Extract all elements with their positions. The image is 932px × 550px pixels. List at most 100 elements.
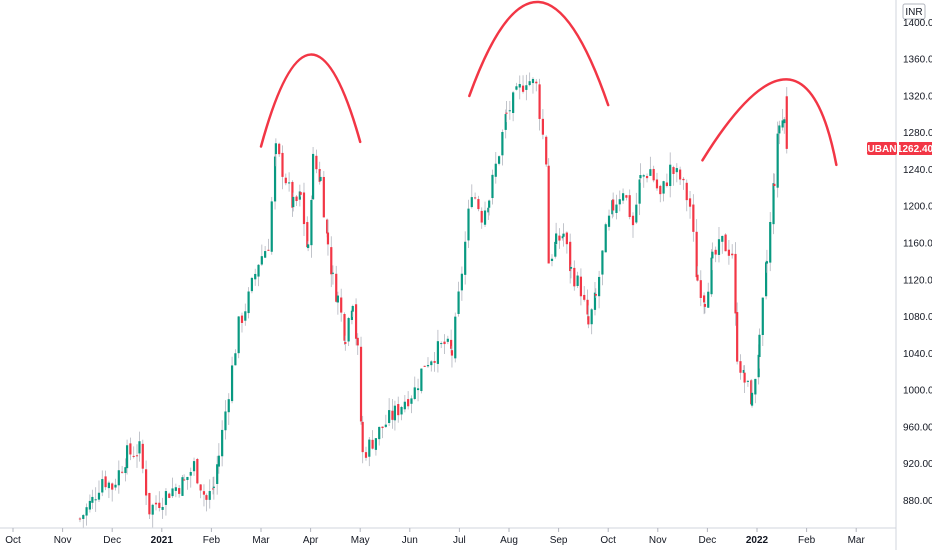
candle-down	[302, 192, 306, 225]
candle-down	[692, 204, 695, 232]
candle-down	[154, 502, 158, 505]
candle-up	[374, 438, 378, 450]
candle-up	[174, 487, 177, 491]
candle-down	[407, 399, 410, 407]
price-tick-label: 1080.00	[903, 312, 932, 323]
candle-down	[158, 502, 161, 509]
candle-up	[662, 181, 665, 194]
candle-up	[403, 401, 406, 410]
candle-up	[274, 143, 277, 155]
time-axis[interactable]: Oct Nov Dec 2021 Feb Mar Apr May Jun Jul Aug Sep Oct…	[5, 528, 865, 546]
candle-down	[381, 426, 384, 429]
candle-down	[423, 365, 426, 367]
candle-down	[359, 346, 363, 422]
candle-down	[659, 185, 662, 195]
candle-up	[497, 156, 501, 164]
time-tick-label: Jun	[402, 535, 418, 546]
candle-up	[368, 439, 371, 457]
candle-up	[217, 455, 220, 467]
candle-up	[138, 441, 141, 454]
candle-up	[336, 295, 339, 303]
candle-up	[562, 233, 565, 237]
candle-down	[141, 443, 144, 469]
candle-down	[450, 339, 453, 349]
candle-down	[547, 165, 550, 264]
candle-up	[257, 264, 260, 277]
candle-down	[505, 112, 508, 114]
candle-down	[750, 380, 753, 405]
candle-up	[413, 387, 416, 399]
candle-up	[247, 291, 250, 314]
candle-up	[430, 361, 433, 366]
candle-up	[97, 492, 101, 500]
candle-up	[298, 191, 301, 200]
candle-down	[443, 341, 446, 345]
candle-down	[696, 274, 699, 281]
candle-up	[504, 114, 507, 130]
price-tick-label: 1320.00	[903, 91, 932, 102]
candle-down	[111, 483, 114, 490]
candle-down	[335, 273, 338, 302]
candle-up	[125, 445, 129, 469]
candle-up	[487, 207, 490, 213]
annotation-arcs	[259, 0, 838, 167]
time-tick-label: Mar	[252, 535, 270, 546]
candle-down	[340, 297, 343, 313]
candle-down	[433, 361, 436, 363]
candle-down	[318, 169, 321, 182]
candle-up	[350, 310, 354, 320]
candle-up	[221, 429, 224, 457]
time-tick-label: Nov	[54, 535, 72, 546]
candle-up	[635, 204, 638, 223]
candle-up	[440, 343, 443, 345]
candle-up	[494, 163, 497, 177]
candle-down	[121, 471, 124, 473]
candle-down	[291, 181, 294, 208]
candle-up	[528, 81, 531, 86]
time-tick-label: 2022	[746, 535, 769, 546]
candle-up	[264, 251, 267, 258]
candle-down	[558, 235, 561, 241]
candle-down	[183, 479, 186, 481]
candle-up	[88, 500, 91, 510]
price-axis[interactable]: INR 880.00 920.00 960.00 1000.00 1040.00 1080…	[902, 3, 932, 507]
candle-down	[688, 198, 692, 207]
candle-up	[164, 491, 168, 505]
candle-down	[267, 249, 270, 251]
candle-up	[260, 256, 263, 265]
candle-down	[652, 168, 655, 181]
price-tick-label: 1000.00	[903, 386, 932, 397]
candle-up	[107, 482, 110, 489]
candle-up	[446, 338, 449, 342]
candle-down	[645, 175, 649, 179]
candle-up	[555, 233, 558, 245]
candle-up	[531, 78, 535, 84]
candle-up	[94, 499, 97, 501]
last-price-label: 1262.40	[897, 144, 932, 155]
candle-up	[189, 471, 192, 476]
candle-down	[78, 518, 82, 520]
time-tick-label: Jul	[453, 535, 466, 546]
time-tick-label: Dec	[699, 535, 717, 546]
candle-down	[538, 84, 541, 119]
candle-down	[535, 81, 538, 84]
symbol-badge	[867, 142, 897, 155]
candle-up	[393, 405, 397, 421]
candle-down	[703, 303, 707, 307]
candle-up	[216, 464, 219, 484]
candle-up	[400, 407, 403, 415]
candle-up	[525, 85, 528, 90]
candle-up	[769, 221, 772, 263]
candle-down	[672, 167, 675, 174]
annotation-arc-3	[701, 78, 838, 167]
candle-down	[586, 299, 589, 315]
candle-up	[331, 272, 335, 274]
candle-down	[714, 249, 717, 255]
time-tick-label: Nov	[649, 535, 667, 546]
candle-up	[454, 316, 457, 359]
candle-down	[699, 280, 702, 298]
candle-down	[364, 452, 368, 458]
candle-down	[727, 249, 730, 256]
candle-down	[731, 253, 734, 256]
